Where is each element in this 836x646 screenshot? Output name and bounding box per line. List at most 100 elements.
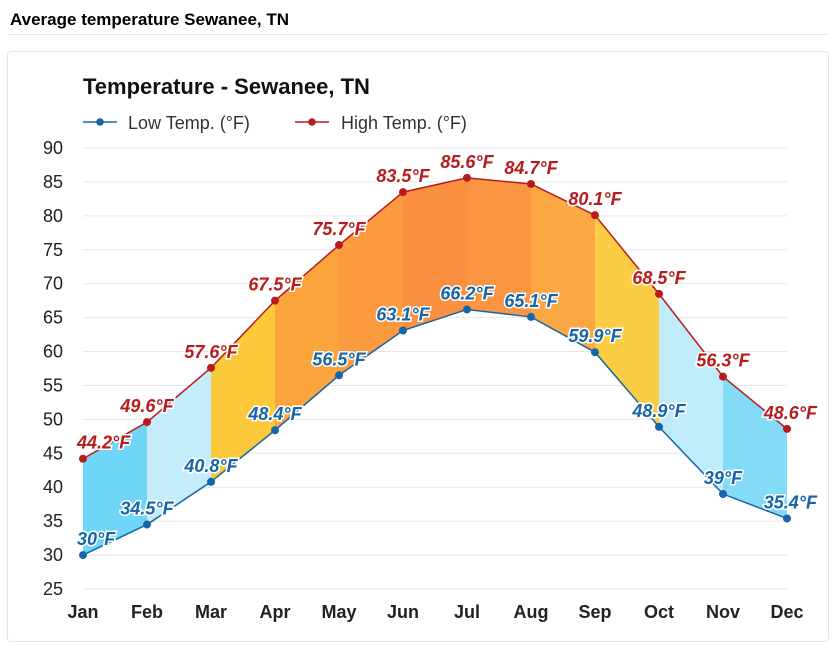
low-point-nov [719,490,727,499]
low-point-jun [399,326,407,335]
high-label-jul: 85.6°F [440,152,494,172]
y-tick-label-25: 25 [43,579,63,599]
x-tick-label-oct: Oct [644,602,674,622]
low-point-may [335,371,343,380]
high-point-jan [79,454,87,463]
high-point-jun [399,188,407,197]
high-point-nov [719,372,727,381]
low-point-apr [271,426,279,435]
low-temp-line [82,308,788,556]
low-label-mar: 40.8°F [183,456,238,476]
x-tick-label-nov: Nov [706,602,740,622]
chart-title: Temperature - Sewanee, TN [83,74,370,99]
low-label-oct: 48.9°F [631,401,686,421]
x-tick-label-apr: Apr [260,602,291,622]
x-tick-label-aug: Aug [514,602,549,622]
low-label-may: 56.5°F [312,349,366,369]
low-label-apr: 48.4°F [247,404,302,424]
high-label-mar: 57.6°F [184,342,238,362]
legend[interactable]: Low Temp. (°F) High Temp. (°F) [83,113,467,133]
low-point-sep [591,348,599,357]
low-point-feb [143,520,151,529]
temp-band-jun [403,177,467,331]
x-tick-label-dec: Dec [770,602,803,622]
legend-high-swatch-marker [308,118,316,126]
high-label-sep: 80.1°F [568,189,622,209]
page-title: Average temperature Sewanee, TN [10,10,290,29]
high-label-apr: 67.5°F [248,275,302,295]
low-label-sep: 59.9°F [568,326,622,346]
low-label-nov: 39°F [704,468,743,488]
high-point-jul [463,173,471,182]
temp-band-mar [211,300,275,482]
y-tick-label-60: 60 [43,342,63,362]
y-tick-label-35: 35 [43,511,63,531]
temp-band-jul [467,177,531,317]
temp-band-feb [147,367,211,525]
series-lines [82,177,788,556]
low-label-dec: 35.4°F [764,492,818,512]
x-tick-label-jul: Jul [454,602,480,622]
high-temp-line [82,177,788,460]
low-point-oct [655,422,663,431]
legend-low-swatch-marker [96,118,104,126]
y-tick-label-50: 50 [43,409,63,429]
y-axis-tick-labels: 25 30 35 40 45 50 55 60 65 70 75 80 85 90 [43,138,63,599]
legend-low-label: Low Temp. (°F) [128,113,250,133]
temp-band-aug [531,183,595,353]
high-label-may: 75.7°F [312,219,366,239]
y-tick-label-45: 45 [43,443,63,463]
high-label-oct: 68.5°F [632,268,686,288]
low-point-dec [783,514,791,523]
x-tick-label-jun: Jun [387,602,419,622]
high-label-feb: 49.6°F [119,396,174,416]
header-divider [8,34,828,35]
y-tick-label-80: 80 [43,206,63,226]
high-label-dec: 48.6°F [763,403,818,423]
high-point-dec [783,424,791,433]
y-tick-label-65: 65 [43,308,63,328]
low-label-jan: 30°F [77,529,116,549]
high-label-jun: 83.5°F [376,166,430,186]
x-axis-tick-labels: Jan Feb Mar Apr May Jun Jul Aug Sep Oct Nov Dec [67,602,803,622]
temp-band-nov [723,376,787,519]
low-point-aug [527,312,535,321]
x-tick-label-sep: Sep [578,602,611,622]
high-point-sep [591,211,599,220]
low-label-feb: 34.5°F [120,499,174,519]
legend-high-label: High Temp. (°F) [341,113,467,133]
low-point-mar [207,477,215,486]
y-tick-label-70: 70 [43,274,63,294]
low-point-jul [463,305,471,314]
low-label-jul: 66.2°F [440,283,494,303]
temp-band-sep [595,215,659,427]
y-tick-label-85: 85 [43,172,63,192]
high-point-apr [271,296,279,305]
high-label-jan: 44.2°F [76,433,131,453]
temp-band-oct [659,293,723,495]
x-tick-label-may: May [321,602,356,622]
y-tick-label-90: 90 [43,138,63,158]
y-tick-label-40: 40 [43,477,63,497]
low-label-jun: 63.1°F [376,305,430,325]
temperature-bands [83,177,787,556]
high-point-aug [527,179,535,188]
high-point-oct [655,289,663,298]
legend-item-low[interactable]: Low Temp. (°F) [83,113,250,133]
chart-card: Temperature - Sewanee, TN Low Temp. (°F)… [7,51,829,642]
high-point-mar [207,363,215,372]
low-label-aug: 65.1°F [504,291,558,311]
series-markers [79,173,791,560]
x-tick-label-mar: Mar [195,602,227,622]
legend-item-high[interactable]: High Temp. (°F) [295,113,467,133]
data-labels: 30°F34.5°F 40.8°F 48.4°F 56.5°F 63.1°F 66.2°F… [75,150,820,550]
x-tick-label-jan: Jan [67,602,98,622]
low-point-jan [79,551,87,560]
high-point-may [335,241,343,250]
high-label-nov: 56.3°F [696,351,750,371]
x-tick-label-feb: Feb [131,602,163,622]
y-tick-label-75: 75 [43,240,63,260]
high-point-feb [143,418,151,427]
y-tick-label-30: 30 [43,545,63,565]
temp-band-jan [83,422,147,556]
